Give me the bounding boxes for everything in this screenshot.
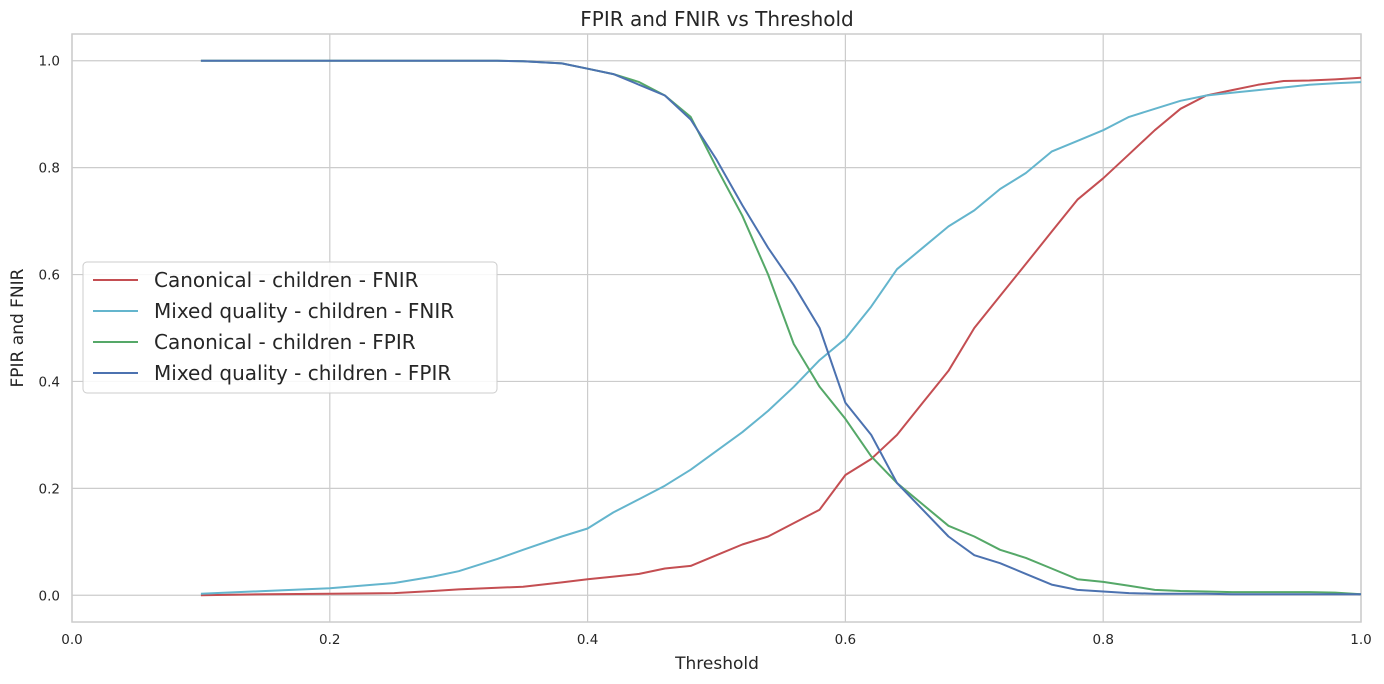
y-axis-label: FPIR and FNIR bbox=[8, 268, 28, 387]
series-layer bbox=[200, 59, 1362, 597]
series-line-3 bbox=[200, 59, 1361, 596]
series-line-1 bbox=[200, 81, 1362, 595]
y-tick-label: 0.2 bbox=[39, 481, 60, 497]
plot-frame bbox=[71, 33, 1362, 623]
x-tick-label: 0.2 bbox=[319, 632, 340, 648]
y-tick-label: 0.0 bbox=[39, 588, 60, 604]
x-tick-label: 0.0 bbox=[61, 632, 82, 648]
series-line-0 bbox=[200, 76, 1362, 597]
y-tick-labels: 0.0 0.2 0.4 0.6 0.8 1.0 bbox=[39, 54, 60, 605]
legend-label: Mixed quality - children - FPIR bbox=[154, 361, 451, 385]
x-tick-label: 0.4 bbox=[577, 632, 598, 648]
x-tick-label: 0.6 bbox=[835, 632, 856, 648]
y-tick-label: 0.4 bbox=[39, 374, 60, 390]
y-tick-label: 1.0 bbox=[39, 54, 60, 70]
legend: Canonical - children - FNIR Mixed quality… bbox=[82, 261, 498, 394]
chart-title: FPIR and FNIR vs Threshold bbox=[580, 7, 854, 31]
y-tick-label: 0.6 bbox=[39, 268, 60, 284]
x-tick-label: 1.0 bbox=[1350, 632, 1371, 648]
legend-label: Canonical - children - FPIR bbox=[154, 330, 416, 354]
legend-label: Mixed quality - children - FNIR bbox=[154, 299, 454, 323]
x-axis-label: Threshold bbox=[674, 654, 759, 674]
legend-box bbox=[82, 261, 498, 394]
y-tick-label: 0.8 bbox=[39, 161, 60, 177]
x-tick-label: 0.8 bbox=[1092, 632, 1113, 648]
legend-label: Canonical - children - FNIR bbox=[154, 268, 419, 292]
x-tick-labels: 0.0 0.2 0.4 0.6 0.8 1.0 bbox=[61, 632, 1371, 648]
